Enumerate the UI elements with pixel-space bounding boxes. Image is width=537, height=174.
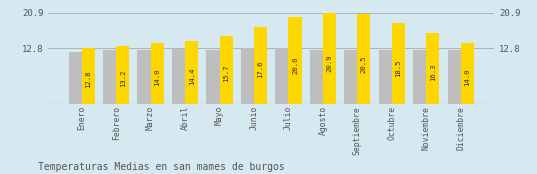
- Bar: [461, 43, 474, 104]
- Text: 15.7: 15.7: [223, 65, 229, 82]
- Bar: [69, 52, 82, 104]
- Bar: [172, 49, 185, 104]
- Text: 16.3: 16.3: [430, 64, 436, 81]
- Bar: [116, 46, 129, 104]
- Text: 17.6: 17.6: [258, 61, 264, 78]
- Text: 20.0: 20.0: [292, 56, 298, 74]
- Bar: [82, 48, 95, 104]
- Bar: [150, 43, 164, 104]
- Bar: [310, 50, 323, 104]
- Bar: [323, 13, 336, 104]
- Bar: [413, 50, 426, 104]
- Bar: [275, 48, 288, 104]
- Bar: [357, 14, 371, 104]
- Text: 18.5: 18.5: [395, 59, 401, 77]
- Bar: [448, 50, 461, 104]
- Bar: [137, 50, 150, 104]
- Text: 12.8: 12.8: [85, 70, 91, 88]
- Text: 13.2: 13.2: [120, 70, 126, 87]
- Text: 20.9: 20.9: [326, 54, 332, 72]
- Bar: [426, 33, 439, 104]
- Bar: [344, 50, 357, 104]
- Bar: [379, 50, 392, 104]
- Bar: [185, 41, 198, 104]
- Text: 14.4: 14.4: [188, 67, 194, 85]
- Text: 14.0: 14.0: [154, 68, 160, 85]
- Bar: [392, 23, 405, 104]
- Bar: [254, 27, 267, 104]
- Text: Temperaturas Medias en san mames de burgos: Temperaturas Medias en san mames de burg…: [38, 162, 284, 172]
- Text: 14.0: 14.0: [464, 68, 470, 85]
- Bar: [241, 48, 254, 104]
- Bar: [103, 50, 116, 104]
- Bar: [206, 50, 220, 104]
- Text: 20.5: 20.5: [361, 55, 367, 73]
- Bar: [288, 17, 301, 104]
- Bar: [220, 35, 233, 104]
